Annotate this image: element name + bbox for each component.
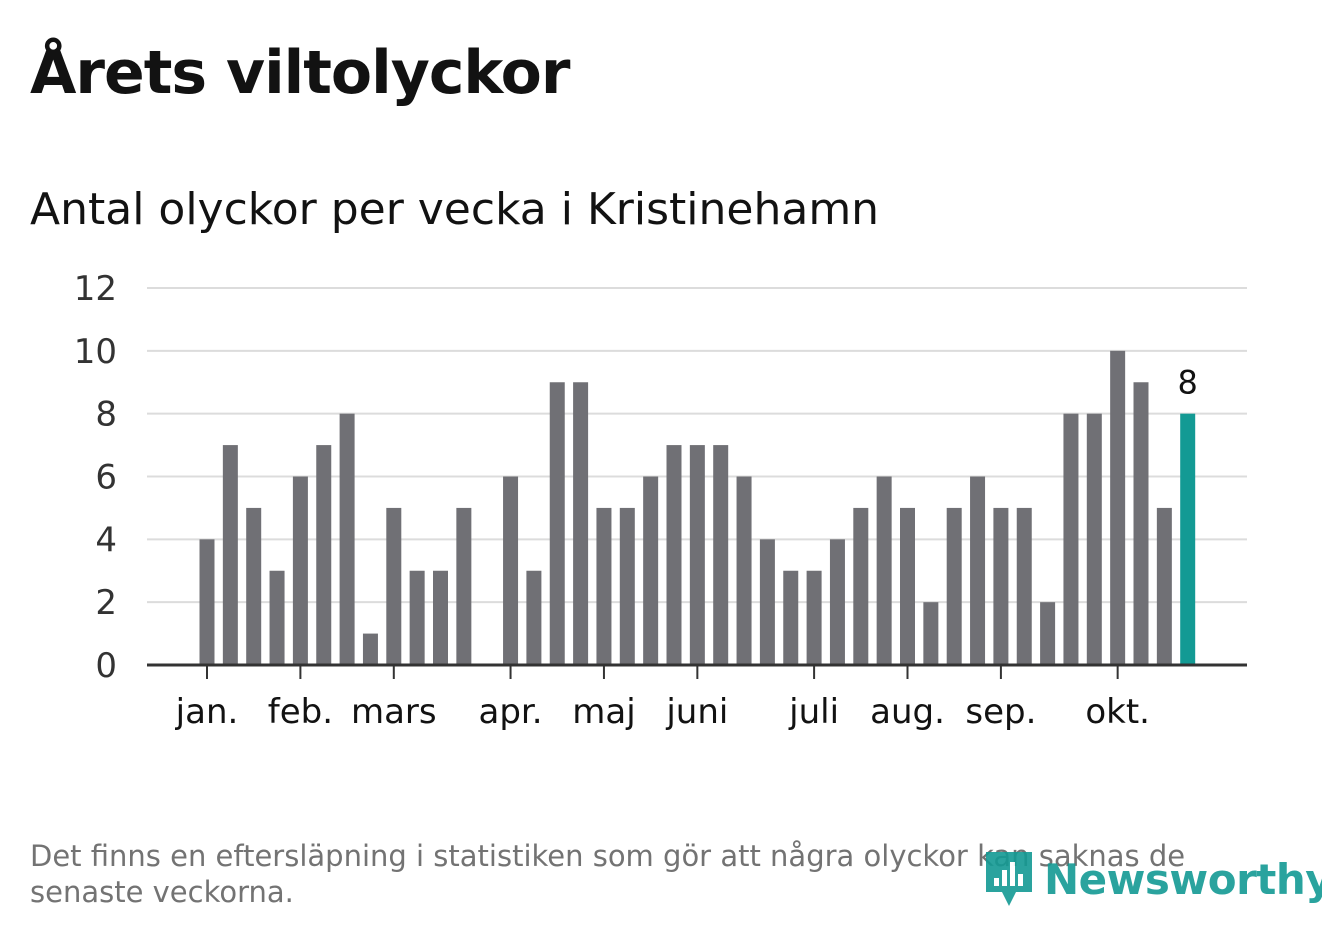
bar [1133, 382, 1149, 665]
bar [829, 539, 845, 665]
y-tick-label: 2 [95, 583, 117, 623]
bar [923, 602, 939, 665]
newsworthy-logo-icon [986, 852, 1032, 906]
bar [596, 507, 612, 665]
chart-subtitle: Antal olyckor per vecka i Kristinehamn [30, 184, 880, 235]
bar [1086, 413, 1102, 665]
bar [339, 413, 355, 665]
bar [713, 445, 729, 665]
bar [736, 476, 752, 665]
bar [549, 382, 565, 665]
bar-chart: 0 2 4 6 8 10 12 8 jan. feb. mars apr. maj juni juli aug… [74, 269, 1247, 732]
bar [900, 507, 915, 665]
bar [759, 539, 775, 665]
bar [269, 570, 285, 665]
bar [246, 507, 262, 665]
x-tick-label: juli [788, 692, 839, 732]
page-title: Årets viltolyckor [30, 38, 570, 108]
bar [666, 445, 682, 665]
x-tick-label: aug. [870, 692, 945, 732]
y-tick-label: 6 [95, 458, 117, 498]
newsworthy-logo-text: Newsworthy [1044, 854, 1322, 904]
x-tick-label: juni [665, 692, 728, 732]
bar [433, 570, 448, 665]
bar [222, 445, 238, 665]
bar [970, 476, 986, 665]
bar [456, 507, 472, 665]
bar [1063, 413, 1079, 665]
x-tick-label: mars [351, 692, 437, 732]
bar [619, 507, 635, 665]
y-tick-label: 12 [74, 269, 117, 309]
bar [853, 507, 869, 665]
bar [199, 539, 215, 665]
bar [1110, 350, 1126, 665]
bar [292, 476, 308, 665]
x-tick-label: jan. [175, 692, 239, 732]
y-tick-label: 4 [95, 520, 117, 560]
y-tick-label: 8 [95, 395, 117, 435]
bar [806, 570, 822, 665]
bar [876, 476, 892, 665]
bar [362, 633, 378, 665]
bar [783, 570, 799, 665]
bar [386, 507, 402, 665]
x-tick-label: apr. [479, 692, 543, 732]
bar [409, 570, 425, 665]
bar [643, 476, 659, 665]
bar [1040, 602, 1056, 665]
bar-highlight [1180, 413, 1196, 665]
x-tick-label: okt. [1085, 692, 1150, 732]
x-tick-label: feb. [268, 692, 333, 732]
bar [689, 445, 705, 665]
x-tick-label: sep. [965, 692, 1036, 732]
bar [526, 570, 542, 665]
bar [316, 445, 332, 665]
bar [993, 507, 1009, 665]
bar [1156, 507, 1172, 665]
bar [946, 507, 962, 665]
highlight-data-label: 8 [1178, 364, 1198, 402]
newsworthy-logo: Newsworthy [982, 848, 1322, 910]
bar [573, 382, 589, 665]
x-tick-label: maj [572, 692, 635, 732]
y-tick-label: 10 [74, 332, 117, 372]
bar [1016, 507, 1032, 665]
bar [503, 476, 519, 665]
y-tick-label: 0 [95, 646, 117, 686]
